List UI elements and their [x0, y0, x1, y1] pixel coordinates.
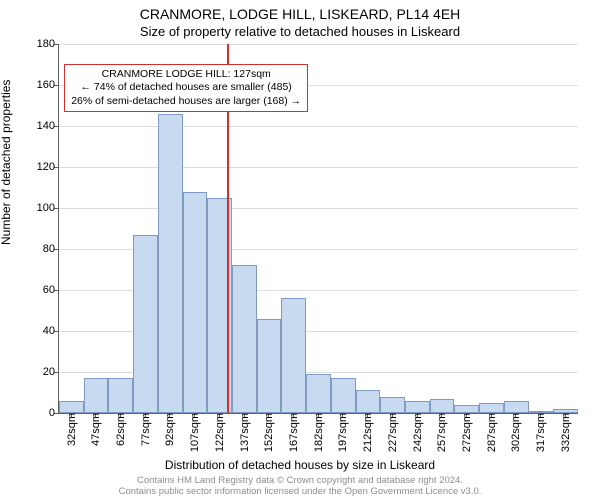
attribution-line2: Contains public sector information licen…: [119, 486, 482, 497]
y-tick-label: 100: [37, 202, 59, 214]
histogram-plot-area: 02040608010012014016018032sqm47sqm62sqm7…: [58, 44, 578, 414]
x-tick-label: 152sqm: [261, 413, 275, 452]
histogram-bar: [331, 378, 356, 413]
y-tick-label: 20: [43, 366, 59, 378]
x-tick-label: 257sqm: [434, 413, 448, 452]
histogram-bar: [479, 403, 504, 413]
y-tick-label: 60: [43, 284, 59, 296]
histogram-bar: [108, 378, 133, 413]
histogram-bar: [281, 298, 306, 413]
histogram-bar: [232, 265, 257, 413]
histogram-bar: [133, 235, 158, 413]
x-tick-label: 182sqm: [311, 413, 325, 452]
histogram-bar: [405, 401, 430, 413]
annotation-line2: ← 74% of detached houses are smaller (48…: [71, 81, 301, 94]
chart-title-sub: Size of property relative to detached ho…: [0, 24, 600, 39]
x-tick-label: 32sqm: [64, 413, 78, 446]
attribution-line1: Contains HM Land Registry data © Crown c…: [137, 475, 463, 486]
x-tick-label: 242sqm: [410, 413, 424, 452]
histogram-bar: [454, 405, 479, 413]
x-tick-label: 167sqm: [286, 413, 300, 452]
histogram-bar: [84, 378, 109, 413]
x-tick-label: 302sqm: [508, 413, 522, 452]
y-tick-label: 180: [37, 38, 59, 50]
y-tick-label: 160: [37, 79, 59, 91]
histogram-bar: [183, 192, 208, 413]
x-tick-label: 77sqm: [138, 413, 152, 446]
x-tick-label: 47sqm: [88, 413, 102, 446]
x-tick-label: 137sqm: [237, 413, 251, 452]
histogram-bar: [504, 401, 529, 413]
y-tick-label: 80: [43, 243, 59, 255]
x-tick-label: 332sqm: [558, 413, 572, 452]
x-tick-label: 227sqm: [385, 413, 399, 452]
y-tick-label: 0: [49, 407, 59, 419]
x-tick-label: 62sqm: [113, 413, 127, 446]
x-tick-label: 212sqm: [360, 413, 374, 452]
annotation-box: CRANMORE LODGE HILL: 127sqm← 74% of deta…: [64, 64, 308, 111]
y-axis-label: Number of detached properties: [0, 80, 13, 245]
histogram-bar: [257, 319, 282, 413]
chart-title-main: CRANMORE, LODGE HILL, LISKEARD, PL14 4EH: [0, 6, 600, 22]
annotation-line3: 26% of semi-detached houses are larger (…: [71, 95, 301, 108]
y-tick-label: 140: [37, 120, 59, 132]
histogram-bar: [59, 401, 84, 413]
histogram-bar: [356, 390, 381, 413]
histogram-bar: [430, 399, 455, 413]
x-tick-label: 197sqm: [335, 413, 349, 452]
x-tick-label: 107sqm: [187, 413, 201, 452]
histogram-bar: [158, 114, 183, 413]
histogram-bar: [380, 397, 405, 413]
x-tick-label: 287sqm: [484, 413, 498, 452]
x-tick-label: 272sqm: [459, 413, 473, 452]
x-tick-label: 122sqm: [212, 413, 226, 452]
gridline: [59, 126, 578, 127]
x-tick-label: 317sqm: [533, 413, 547, 452]
gridline: [59, 208, 578, 209]
x-axis-label: Distribution of detached houses by size …: [0, 458, 600, 472]
gridline: [59, 167, 578, 168]
histogram-bar: [306, 374, 331, 413]
y-tick-label: 120: [37, 161, 59, 173]
x-tick-label: 92sqm: [162, 413, 176, 446]
annotation-line1: CRANMORE LODGE HILL: 127sqm: [71, 68, 301, 81]
attribution-text: Contains HM Land Registry data © Crown c…: [0, 476, 600, 498]
y-tick-label: 40: [43, 325, 59, 337]
gridline: [59, 44, 578, 45]
